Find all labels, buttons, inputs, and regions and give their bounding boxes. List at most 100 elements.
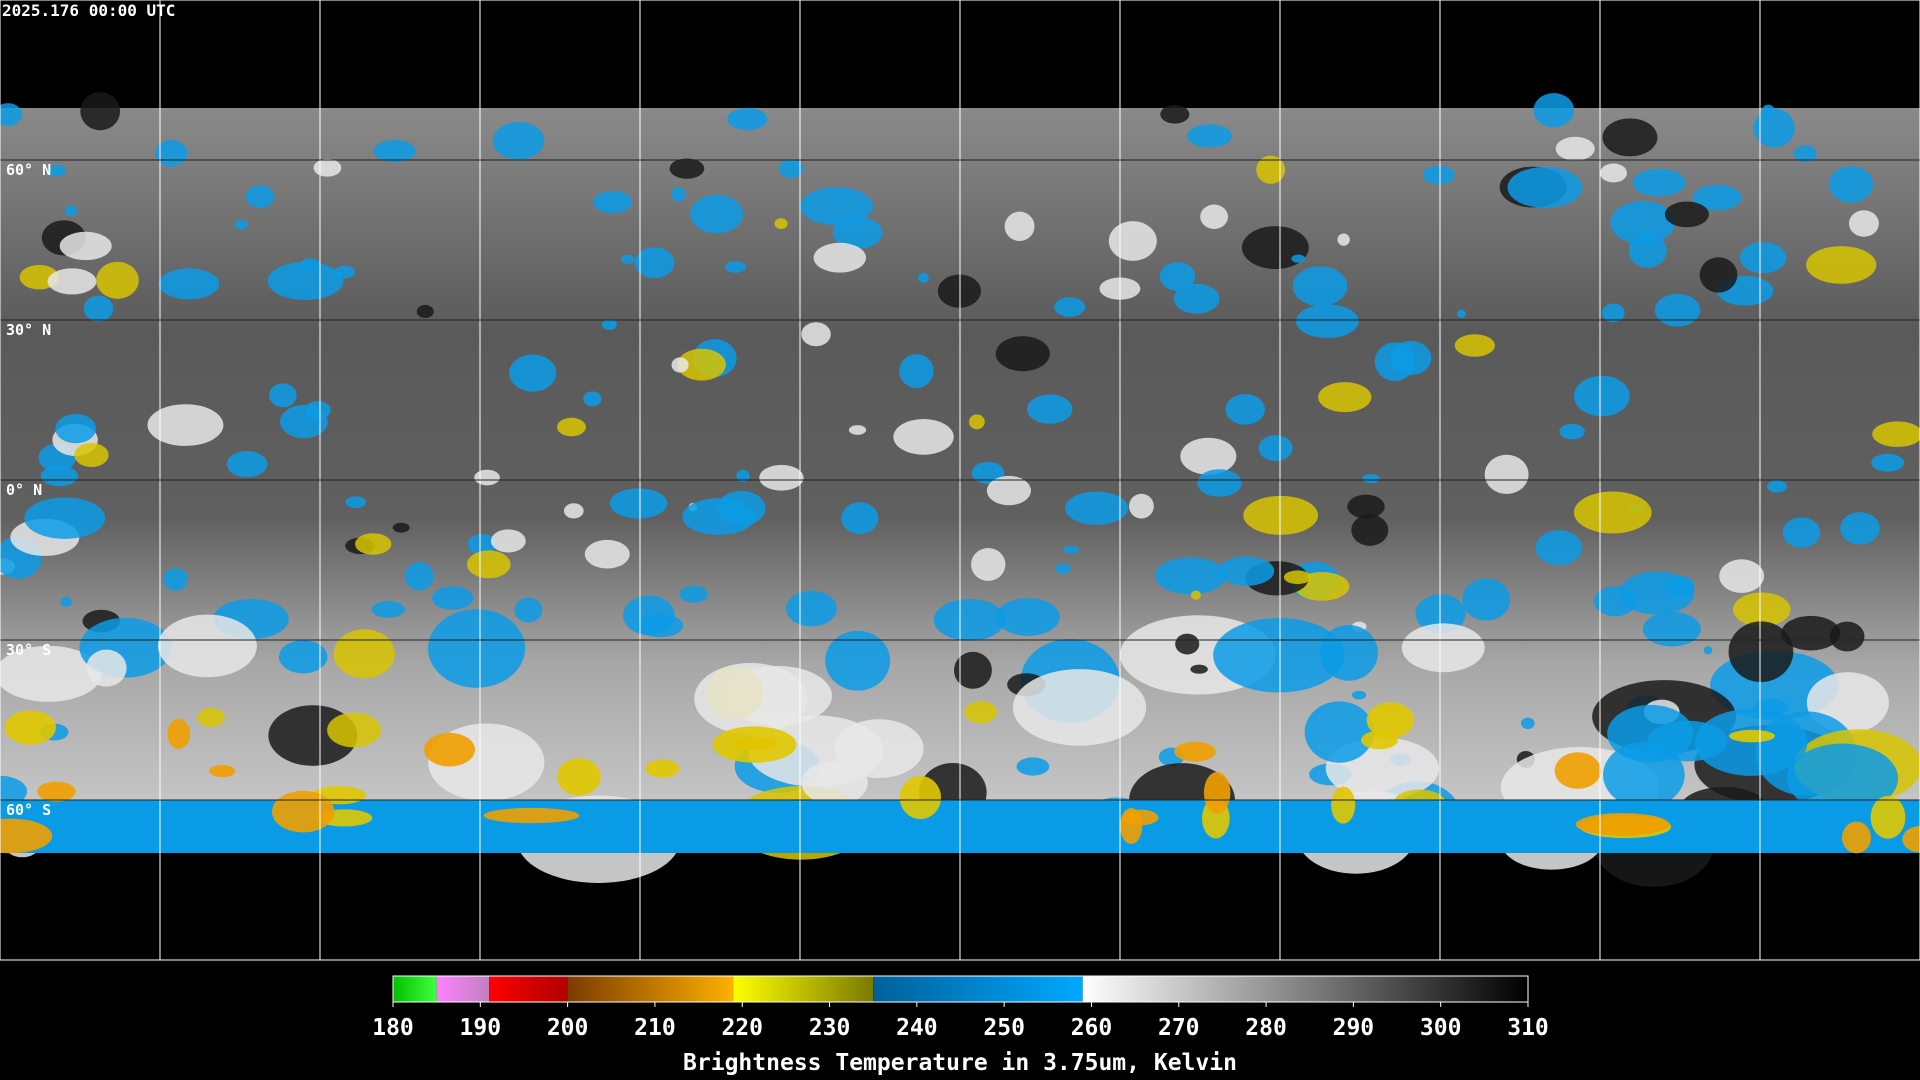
cloud: [1180, 437, 1237, 475]
cloud: [167, 718, 191, 749]
colorbar: 180 190 200 210 220 230 240 250 260 270 280 290 300 3…: [372, 975, 1549, 1041]
cloud: [1848, 210, 1879, 237]
cloud: [917, 272, 929, 283]
cloud: [80, 92, 121, 131]
cloud: [1782, 517, 1821, 548]
cloud: [669, 158, 705, 179]
cloud: [47, 268, 97, 295]
colorbar-segment: [733, 976, 874, 1002]
cloud: [1728, 729, 1775, 743]
cloud: [1533, 93, 1575, 128]
cloud: [47, 164, 67, 177]
lat-label: 30° N: [6, 321, 51, 339]
cloud: [1607, 704, 1694, 763]
cloud: [1787, 743, 1899, 814]
cloud: [55, 413, 97, 444]
cloud: [83, 295, 114, 322]
cloud: [209, 764, 236, 778]
cloud: [1703, 646, 1713, 655]
cloud: [197, 707, 225, 728]
cloud: [334, 265, 356, 279]
cloud: [1841, 821, 1871, 854]
cloud: [1318, 382, 1372, 413]
cloud: [1573, 375, 1630, 417]
cloud: [1699, 257, 1738, 293]
cloud: [466, 550, 511, 579]
cloud: [774, 218, 788, 230]
cloud: [1902, 826, 1920, 853]
cloud: [474, 469, 500, 486]
cloud: [1806, 246, 1877, 284]
cloud: [404, 562, 434, 591]
cloud: [727, 107, 768, 131]
cloud: [327, 712, 381, 748]
cloud: [245, 185, 275, 208]
cloud: [736, 469, 750, 483]
cloud: [953, 651, 992, 689]
cloud: [679, 585, 709, 603]
cloud: [392, 522, 410, 533]
cloud: [0, 645, 102, 702]
cloud: [1225, 394, 1265, 425]
cloud: [1732, 592, 1791, 627]
cloud: [1654, 293, 1701, 327]
cloud: [832, 216, 883, 249]
cloud: [583, 391, 602, 407]
cloud: [313, 158, 342, 177]
cloud: [1304, 701, 1374, 763]
colorbar-title: Brightness Temperature in 3.75um, Kelvin: [683, 1050, 1237, 1076]
cloud: [1573, 491, 1652, 534]
cloud: [40, 465, 79, 487]
cloud: [1175, 633, 1200, 655]
cloud: [74, 442, 109, 467]
cloud: [801, 322, 831, 347]
cloud: [825, 630, 891, 691]
cloud: [1374, 342, 1416, 382]
cloud: [584, 539, 630, 569]
cloud: [563, 503, 584, 519]
cloud: [1828, 166, 1874, 203]
colorbar-tick-label: 280: [1245, 1015, 1287, 1041]
cloud: [1559, 423, 1585, 440]
cloud: [1793, 145, 1817, 163]
cloud: [620, 254, 635, 264]
cloud: [964, 700, 998, 724]
cloud: [937, 274, 982, 308]
cloud: [1632, 168, 1686, 197]
cloud: [1719, 559, 1765, 593]
colorbar-tick-label: 310: [1507, 1015, 1549, 1041]
cloud: [280, 404, 328, 439]
cloud: [424, 732, 476, 767]
cloud: [969, 414, 985, 430]
timestamp: 2025.176 00:00 UTC: [2, 1, 175, 20]
cloud: [1203, 771, 1231, 814]
cloud: [96, 261, 139, 299]
cloud: [509, 354, 557, 392]
colorbar-tick-label: 190: [460, 1015, 502, 1041]
colorbar-segment: [567, 976, 734, 1002]
cloud: [690, 194, 743, 234]
cloud: [278, 640, 328, 674]
cloud: [226, 450, 268, 478]
cloud: [1456, 309, 1466, 319]
cloud: [1872, 421, 1920, 447]
cloud: [1555, 136, 1595, 161]
colorbar-frame: [392, 975, 1529, 1003]
cloud: [841, 502, 879, 535]
lat-lon-grid: 60° N 30° N 0° N 30° S 60° S: [0, 0, 1920, 960]
cloud: [848, 425, 867, 435]
cloud: [1200, 204, 1229, 229]
cloud: [1599, 163, 1628, 183]
cloud: [60, 596, 72, 607]
cloud: [694, 662, 808, 735]
lat-label: 60° S: [6, 801, 51, 819]
cloud: [1063, 545, 1079, 555]
cloud: [163, 568, 188, 591]
cloud: [65, 205, 77, 217]
cloud: [234, 219, 248, 230]
cloud: [759, 464, 804, 491]
colorbar-segment: [393, 976, 437, 1002]
colorbar-tick-label: 260: [1071, 1015, 1113, 1041]
cloud: [899, 775, 942, 820]
